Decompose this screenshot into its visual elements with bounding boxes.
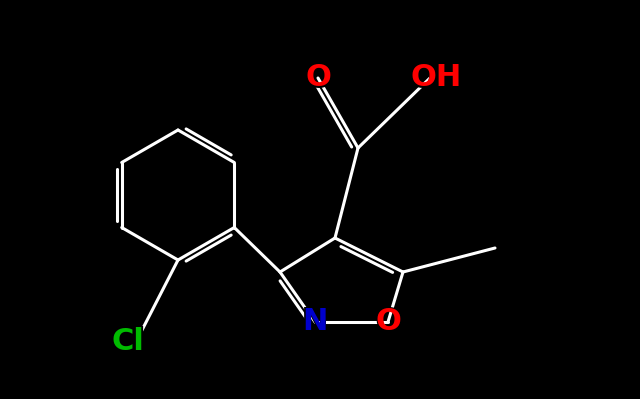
Text: OH: OH <box>408 61 464 95</box>
Text: O: O <box>374 306 402 338</box>
Text: O: O <box>304 61 332 95</box>
Text: Cl: Cl <box>110 326 146 358</box>
Text: N: N <box>301 306 329 338</box>
Text: O: O <box>375 308 401 336</box>
Text: O: O <box>305 63 331 93</box>
Text: N: N <box>302 308 328 336</box>
Text: Cl: Cl <box>111 328 145 356</box>
Text: OH: OH <box>410 63 461 93</box>
